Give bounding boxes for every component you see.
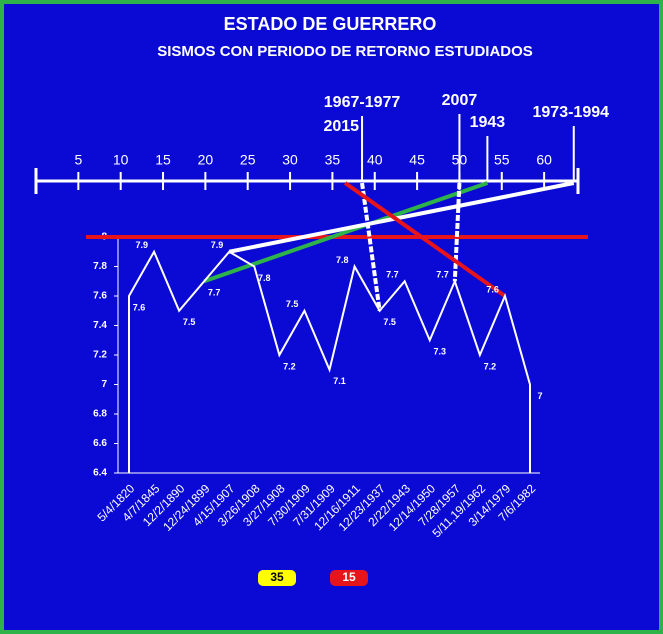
y-tick-label: 7 bbox=[101, 379, 107, 390]
timeline-tick-label: 10 bbox=[113, 152, 129, 168]
y-tick-label: 6.8 bbox=[93, 409, 107, 420]
timeline-marker-label: 2015 bbox=[323, 118, 359, 135]
connector bbox=[360, 182, 382, 312]
badge-label: 15 bbox=[342, 570, 356, 584]
y-tick-label: 6.4 bbox=[93, 468, 107, 479]
data-label: 7.5 bbox=[383, 317, 396, 327]
timeline-tick-label: 45 bbox=[409, 152, 425, 168]
data-label: 7.8 bbox=[258, 273, 271, 283]
data-label: 7.6 bbox=[133, 302, 146, 312]
timeline-marker-label: 1943 bbox=[470, 114, 506, 131]
y-tick-label: 7.2 bbox=[93, 350, 107, 361]
timeline-tick-label: 35 bbox=[325, 152, 341, 168]
data-label: 7.8 bbox=[336, 255, 349, 265]
chart-title: ESTADO DE GUERRERO bbox=[224, 14, 437, 34]
data-label: 7.3 bbox=[433, 347, 446, 357]
badge-label: 35 bbox=[270, 570, 284, 584]
timeline-marker-label: 1967-1977 bbox=[324, 94, 401, 111]
data-label: 7.1 bbox=[333, 376, 346, 386]
timeline-tick-label: 60 bbox=[536, 152, 552, 168]
data-label: 7.7 bbox=[208, 288, 221, 298]
data-label: 7.7 bbox=[386, 270, 399, 280]
chart-subtitle: SISMOS CON PERIODO DE RETORNO ESTUDIADOS bbox=[157, 43, 533, 60]
timeline-tick-label: 5 bbox=[74, 152, 82, 168]
badge bbox=[258, 570, 296, 586]
data-label: 7.7 bbox=[436, 270, 449, 280]
connector bbox=[228, 181, 575, 254]
timeline-marker-label: 2007 bbox=[442, 92, 478, 109]
timeline-tick-label: 40 bbox=[367, 152, 383, 168]
data-label: 7.5 bbox=[286, 299, 299, 309]
timeline-marker-label: 1973-1994 bbox=[533, 104, 610, 121]
data-label: 7.6 bbox=[486, 284, 499, 294]
timeline-tick-label: 55 bbox=[494, 152, 510, 168]
timeline-tick-label: 30 bbox=[282, 152, 298, 168]
y-tick-label: 6.6 bbox=[93, 438, 107, 449]
data-label: 7.2 bbox=[283, 361, 296, 371]
data-label: 7.9 bbox=[136, 240, 149, 250]
connector bbox=[343, 181, 507, 298]
data-label: 7 bbox=[537, 391, 542, 401]
badge bbox=[330, 570, 368, 586]
data-label: 7.2 bbox=[484, 361, 497, 371]
y-tick-label: 7.6 bbox=[93, 291, 107, 302]
data-label: 7.5 bbox=[183, 317, 196, 327]
y-tick-label: 7.4 bbox=[93, 320, 107, 331]
timeline-tick-label: 20 bbox=[198, 152, 214, 168]
connector bbox=[452, 182, 462, 282]
timeline-tick-label: 15 bbox=[155, 152, 171, 168]
data-label: 7.9 bbox=[211, 240, 224, 250]
series-line bbox=[128, 249, 531, 473]
y-tick-label: 7.8 bbox=[93, 261, 107, 272]
timeline-tick-label: 25 bbox=[240, 152, 256, 168]
